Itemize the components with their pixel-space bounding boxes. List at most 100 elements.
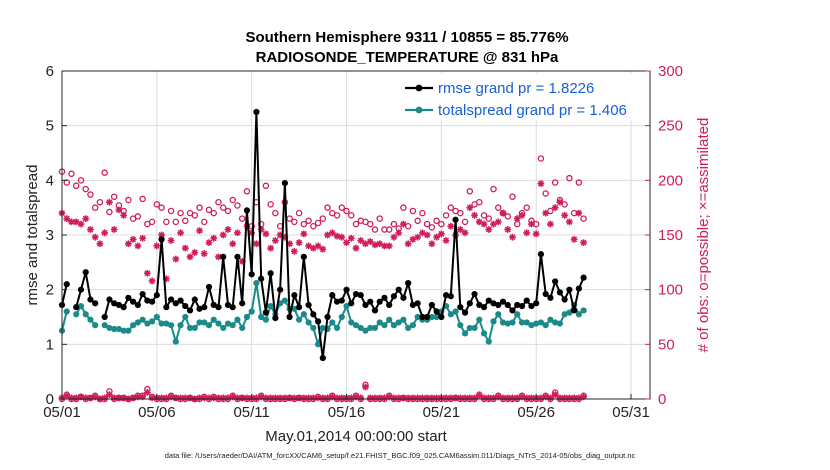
rmse-series-point [92, 300, 99, 307]
totalspread-series-point [92, 322, 99, 329]
obs-assimilated-marker [91, 233, 99, 241]
obs-assimilated-marker [371, 241, 379, 249]
obs-rejected-marker [547, 394, 554, 402]
totalspread-series-point [300, 311, 307, 318]
x-tick-label: 05/11 [233, 404, 269, 421]
obs-assimilated-marker [494, 218, 502, 226]
rmse-series-point [281, 179, 288, 187]
totalspread-series-point [262, 316, 270, 323]
obs-rejected-marker [338, 394, 346, 402]
totalspread-series-point [428, 313, 435, 321]
rmse-series-point [101, 313, 108, 321]
totalspread-series-point [390, 322, 398, 329]
rmse-series-point [295, 304, 303, 311]
totalspread-series-point [362, 327, 369, 334]
rmse-series-point [523, 297, 530, 304]
obs-possible-marker [267, 201, 274, 208]
obs-rejected-marker [143, 389, 151, 396]
data-file-footnote: data file: /Users/raeder/DAI/ATM_forcXX/… [165, 451, 636, 460]
obs-assimilated-marker [238, 257, 246, 265]
obs-possible-marker [210, 209, 217, 217]
totalspread-series-point [148, 318, 156, 325]
rmse-series-point [243, 207, 251, 214]
totalspread-series-point [499, 319, 507, 326]
obs-rejected-marker [551, 391, 559, 399]
rmse-series-point [239, 300, 246, 307]
totalspread-series-point [414, 313, 421, 321]
obs-rejected-marker [404, 394, 412, 402]
obs-possible-marker [87, 191, 94, 198]
obs-rejected-marker [253, 394, 260, 402]
obs-possible-marker [400, 204, 407, 211]
obs-possible-marker [182, 217, 189, 225]
rmse-series-point [125, 294, 132, 301]
obs-assimilated-marker [110, 226, 118, 233]
totalspread-series-point [295, 316, 303, 323]
obs-rejected-marker [570, 394, 578, 402]
obs-rejected-marker [129, 394, 137, 402]
rmse-series-point [144, 297, 151, 304]
totalspread-series-point [552, 319, 559, 326]
obs-assimilated-marker [271, 237, 279, 244]
obs-possible-marker [139, 195, 146, 203]
obs-rejected-marker [72, 394, 80, 402]
obs-assimilated-marker [172, 255, 180, 263]
obs-possible-marker [580, 215, 587, 222]
obs-possible-marker [442, 212, 450, 219]
obs-rejected-marker [499, 394, 507, 402]
obs-assimilated-marker [466, 204, 474, 212]
obs-assimilated-marker [400, 220, 407, 228]
rmse-series-point [566, 286, 573, 293]
obs-possible-marker [428, 224, 436, 231]
obs-assimilated-marker [575, 209, 583, 217]
rmse-series-point [514, 301, 521, 309]
obs-rejected-marker [381, 394, 388, 402]
totalspread-series-point [201, 319, 208, 326]
obs-possible-marker [167, 207, 175, 215]
obs-rejected-marker [347, 394, 355, 402]
totalspread-series-point [215, 320, 222, 327]
obs-possible-marker [234, 202, 241, 209]
rmse-series-point [495, 301, 502, 309]
obs-assimilated-marker [385, 242, 393, 250]
totalspread-series-point [77, 302, 85, 310]
totalspread-series-point [386, 316, 393, 323]
rmse-series-point [424, 313, 431, 321]
totalspread-series-point [158, 320, 165, 327]
obs-possible-marker [537, 155, 545, 162]
totalspread-series-point [167, 322, 175, 329]
obs-assimilated-marker [404, 240, 412, 248]
rmse-series-point [196, 305, 203, 312]
rmse-series-point [348, 300, 355, 307]
obs-rejected-marker [466, 394, 474, 402]
obs-possible-marker [229, 196, 236, 204]
totalspread-series-point [409, 322, 417, 329]
rmse-series-point [547, 294, 554, 301]
rmse-series-point [106, 296, 113, 303]
obs-possible-marker [480, 212, 488, 219]
obs-rejected-marker [172, 394, 180, 402]
obs-assimilated-marker [475, 218, 483, 226]
totalspread-series-point [229, 322, 236, 329]
rmse-series-point [191, 296, 198, 303]
rmse-series-point [409, 301, 417, 309]
obs-possible-marker [163, 218, 170, 226]
rmse-series-point [201, 304, 208, 311]
obs-possible-marker [551, 179, 559, 186]
obs-rejected-marker [215, 394, 222, 402]
rmse-series-point [485, 297, 492, 304]
obs-possible-marker [238, 215, 246, 222]
rmse-series-point [433, 308, 440, 315]
obs-assimilated-marker [305, 242, 312, 250]
obs-possible-marker [438, 220, 445, 228]
obs-possible-marker [148, 218, 156, 226]
obs-rejected-marker [309, 394, 317, 402]
obs-possible-marker [243, 188, 251, 195]
rmse-series-point [220, 253, 227, 260]
obs-rejected-marker [120, 394, 128, 402]
totalspread-series-point [191, 324, 198, 332]
rmse-series-point [357, 292, 364, 299]
obs-assimilated-marker [200, 250, 208, 257]
totalspread-series-point [144, 320, 151, 327]
obs-possible-marker [177, 209, 184, 217]
